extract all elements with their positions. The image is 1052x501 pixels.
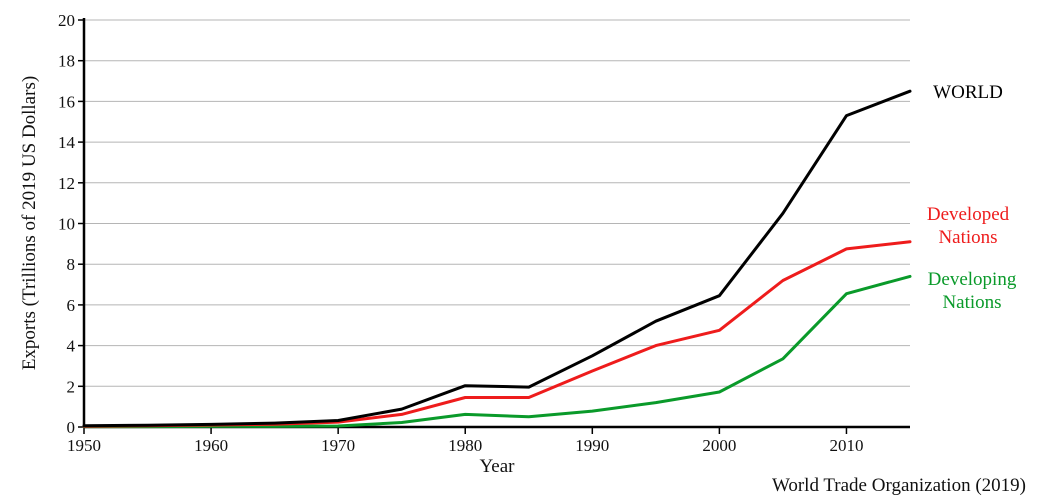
series-label-1-line-1: Nations bbox=[938, 227, 997, 248]
series-label-0-line-0: WORLD bbox=[933, 82, 1003, 103]
x-tick-label-1990: 1990 bbox=[575, 436, 609, 455]
y-tick-label-20: 20 bbox=[58, 11, 75, 30]
series-line-2 bbox=[82, 274, 912, 429]
x-tick-label-1980: 1980 bbox=[448, 436, 482, 455]
x-tick-label-2010: 2010 bbox=[829, 436, 863, 455]
series-lines bbox=[82, 89, 912, 429]
y-tick-label-8: 8 bbox=[67, 255, 76, 274]
y-tick-label-0: 0 bbox=[67, 418, 76, 437]
x-tick-label-1970: 1970 bbox=[321, 436, 355, 455]
x-axis-title: Year bbox=[479, 456, 515, 477]
series-label-2-line-0: Developing bbox=[928, 269, 1017, 290]
y-axis-title: Exports (Trillions of 2019 US Dollars) bbox=[19, 76, 40, 370]
gridlines bbox=[84, 19, 910, 387]
tick-labels: 0 2 4 6 8 10 12 14 16 18 20 1950 1960 1970 1980 1990 200… bbox=[58, 11, 863, 455]
y-tick-label-12: 12 bbox=[58, 174, 75, 193]
y-tick-label-4: 4 bbox=[67, 337, 76, 356]
y-tick-label-6: 6 bbox=[67, 296, 76, 315]
x-tick-label-2000: 2000 bbox=[702, 436, 736, 455]
x-tick-label-1960: 1960 bbox=[194, 436, 228, 455]
y-tick-label-18: 18 bbox=[58, 52, 75, 71]
series-line-0 bbox=[82, 89, 912, 428]
series-label-1-line-0: Developed bbox=[927, 204, 1010, 225]
y-tick-label-10: 10 bbox=[58, 215, 75, 234]
series-line-1 bbox=[82, 240, 912, 428]
source-note: World Trade Organization (2019) bbox=[772, 475, 1026, 496]
y-tick-label-14: 14 bbox=[58, 133, 76, 152]
series-label-2-line-1: Nations bbox=[942, 292, 1001, 313]
y-tick-label-2: 2 bbox=[67, 377, 76, 396]
axes bbox=[78, 18, 910, 434]
y-tick-label-16: 16 bbox=[58, 92, 75, 111]
x-tick-label-1950: 1950 bbox=[67, 436, 101, 455]
